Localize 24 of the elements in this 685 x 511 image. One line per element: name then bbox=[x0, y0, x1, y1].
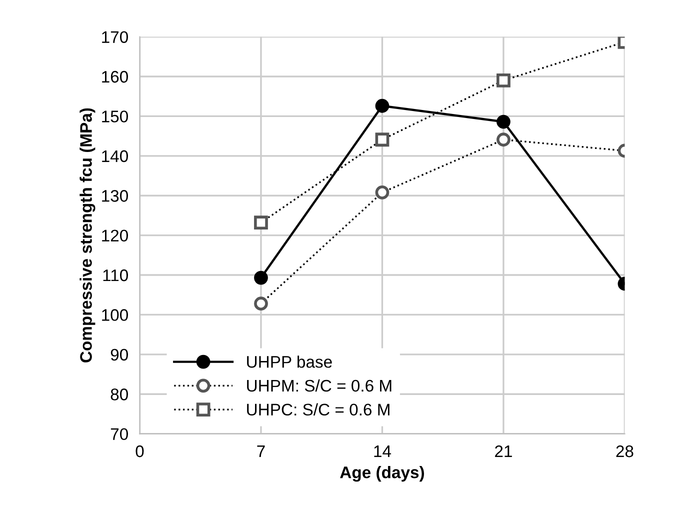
y-tick-label: 170 bbox=[102, 31, 128, 43]
x-tick-label: 7 bbox=[257, 446, 265, 458]
x-tick-label: 28 bbox=[616, 445, 634, 458]
x-axis-title: Age (days) bbox=[340, 466, 424, 482]
x-tick-label: 14 bbox=[374, 446, 392, 458]
x-tick-label: 21 bbox=[495, 445, 512, 458]
legend-label: UHPM: S/C = 0.6 M bbox=[247, 379, 392, 392]
point bbox=[375, 98, 390, 113]
y-tick-label: 100 bbox=[102, 309, 128, 321]
y-tick-label: 150 bbox=[102, 110, 128, 122]
x-tick-label: 0 bbox=[136, 445, 144, 458]
y-tick-label: 70 bbox=[110, 428, 128, 440]
y-tick-label: 110 bbox=[103, 269, 128, 282]
y-tick-label: 140 bbox=[102, 150, 128, 162]
y-tick-label: 90 bbox=[110, 348, 128, 361]
legend-label: UHPP base bbox=[247, 356, 332, 368]
y-tick-label: 160 bbox=[102, 70, 128, 83]
y-tick-label: 130 bbox=[102, 190, 128, 202]
y-tick-label: 120 bbox=[102, 230, 128, 242]
point bbox=[496, 114, 510, 129]
y-axis-title: Compressive strength fcu (MPa) bbox=[80, 108, 96, 362]
y-tick-label: 80 bbox=[110, 388, 128, 400]
legend-label: UHPC: S/C = 0.6 M bbox=[247, 403, 390, 416]
point bbox=[254, 270, 268, 285]
